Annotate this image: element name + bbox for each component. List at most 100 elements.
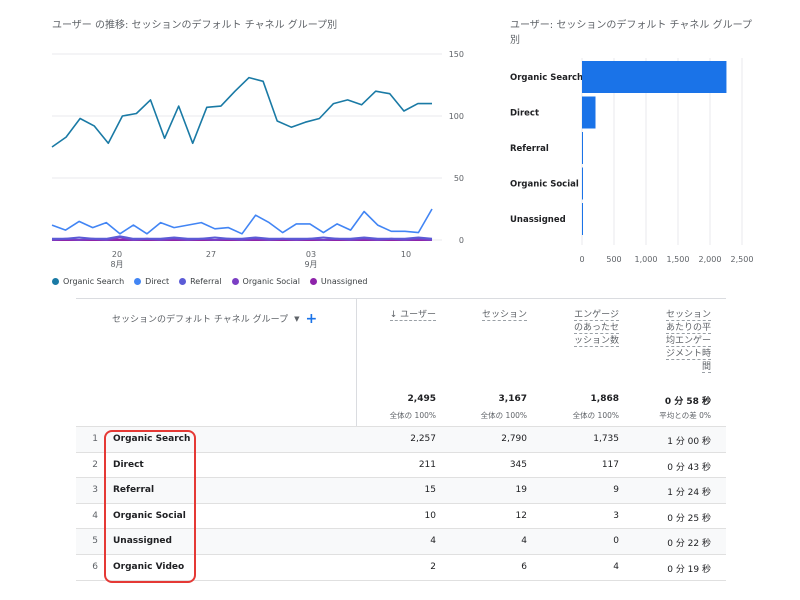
- bar-x-tick-label: 2,500: [731, 255, 754, 264]
- avg-engagement-time-value: 0 分 25 秒: [667, 513, 711, 524]
- legend-dot-icon: [52, 278, 59, 285]
- engaged-sessions-value: 117: [601, 459, 619, 470]
- bar-direct: [582, 96, 596, 129]
- total-subtext: 全体の 100%: [480, 411, 527, 420]
- metric-header[interactable]: セッション あたりの平 均エンゲー ジメント時間: [665, 309, 711, 374]
- x-tick-label: 03: [306, 250, 316, 259]
- users-value: 2,257: [410, 434, 436, 444]
- users-value: 15: [424, 485, 436, 496]
- engaged-sessions-value: 9: [613, 485, 619, 496]
- table-top-border: [76, 298, 726, 299]
- legend-item[interactable]: Direct: [134, 277, 169, 286]
- x-tick-label: 10: [401, 250, 411, 259]
- channel-name: Referral: [113, 485, 155, 496]
- metric-header-text: セッション: [665, 310, 711, 321]
- bar-category-label: Organic Social: [510, 180, 579, 190]
- metric-header-text: セッション: [481, 310, 527, 321]
- column-divider: [356, 298, 357, 426]
- legend-label: Referral: [190, 277, 222, 286]
- sessions-value: 4: [521, 536, 527, 547]
- table-bottom-border: [76, 580, 726, 581]
- caret-down-icon[interactable]: ▼: [294, 314, 300, 323]
- legend-dot-icon: [309, 278, 317, 285]
- legend-label: Organic Search: [63, 277, 125, 286]
- users-value: 2: [430, 562, 436, 572]
- users-value: 211: [418, 459, 436, 470]
- engaged-sessions-value: 0: [613, 536, 619, 547]
- x-tick-month: 9月: [304, 260, 317, 269]
- bar-x-tick-label: 500: [606, 255, 621, 264]
- legend-item[interactable]: Organic Search: [52, 277, 124, 286]
- metric-header[interactable]: エンゲージのあったセッション数: [573, 309, 619, 348]
- y-tick-label: 150: [449, 50, 464, 59]
- total-value: 2,495: [407, 394, 436, 404]
- channel-name: Unassigned: [113, 536, 172, 547]
- engaged-sessions-value: 4: [613, 562, 619, 572]
- series-line-organic-social: [51, 236, 433, 241]
- table-row[interactable]: 3 Referral 15 19 9 1 分 24 秒: [76, 477, 726, 504]
- y-tick-label: 100: [449, 112, 464, 121]
- x-tick-label: 27: [206, 250, 216, 259]
- series-line-referral: [52, 235, 433, 240]
- metric-header-text: ↓ ユーザー: [389, 310, 436, 321]
- avg-engagement-time-value: 0 分 43 秒: [667, 462, 711, 473]
- legend-label: Unassigned: [320, 277, 368, 286]
- bar-category-label: Referral: [510, 144, 549, 154]
- row-index: 2: [92, 459, 98, 470]
- row-index: 3: [92, 485, 98, 496]
- table-row[interactable]: 4 Organic Social 10 12 3 0 分 25 秒: [76, 502, 726, 529]
- legend-item[interactable]: Referral: [179, 277, 222, 286]
- row-index: 5: [92, 536, 98, 547]
- metric-header-text: ッション数: [573, 336, 619, 347]
- bar-chart-title: ユーザー: セッションのデフォルト チャネル グループ 別: [510, 18, 760, 48]
- legend-dot-icon: [231, 278, 239, 285]
- table-row[interactable]: 5 Unassigned 4 4 0 0 分 22 秒: [76, 528, 726, 555]
- channel-name: Organic Video: [113, 562, 185, 572]
- legend-item[interactable]: Organic Social: [231, 277, 300, 286]
- sessions-value: 12: [515, 510, 527, 521]
- y-tick-label: 50: [454, 174, 464, 183]
- legend-dot-icon: [179, 278, 187, 285]
- table-row[interactable]: 6 Organic Video 2 6 4 0 分 19 秒: [76, 554, 726, 580]
- bar-chart: Organic Search Direct Referral Organic Soci…: [510, 58, 754, 264]
- sessions-value: 345: [509, 459, 527, 470]
- total-value: 1,868: [590, 394, 619, 404]
- legend-dot-icon: [134, 278, 142, 285]
- sessions-value: 19: [515, 485, 527, 496]
- legend-label: Organic Social: [242, 277, 300, 286]
- sessions-value: 6: [521, 562, 527, 572]
- x-tick-label: 20: [112, 250, 122, 259]
- bar-chart-title-line2: 別: [510, 35, 520, 46]
- channel-name: Direct: [113, 459, 144, 470]
- engaged-sessions-value: 3: [613, 510, 619, 521]
- row-index: 4: [92, 510, 98, 521]
- total-subtext: 全体の 100%: [572, 411, 619, 420]
- metric-header-text: 均エンゲー: [665, 336, 711, 347]
- legend-label: Direct: [145, 277, 170, 286]
- metric-header[interactable]: セッション: [481, 309, 527, 322]
- bar-chart-title-line1: ユーザー: セッションのデフォルト チャネル グループ: [510, 20, 753, 31]
- bar-x-tick-label: 1,500: [667, 255, 690, 264]
- avg-engagement-time-value: 0 分 22 秒: [667, 539, 711, 550]
- add-dimension-icon[interactable]: +: [305, 310, 318, 327]
- metric-header-text: のあったセ: [573, 323, 619, 334]
- bar-referral: [582, 132, 583, 164]
- metric-header[interactable]: ↓ ユーザー: [389, 309, 436, 322]
- channel-name: Organic Search: [113, 434, 191, 444]
- bar-x-tick-label: 1,000: [635, 255, 658, 264]
- bar-unassigned: [582, 203, 583, 235]
- metric-header-text: ジメント時: [665, 349, 711, 360]
- legend-item[interactable]: Unassigned: [309, 277, 368, 286]
- metric-header-text: エンゲージ: [574, 310, 619, 321]
- channel-name: Organic Social: [113, 510, 186, 521]
- x-tick-month: 8月: [110, 260, 123, 269]
- table-row[interactable]: 2 Direct 211 345 117 0 分 43 秒: [76, 451, 726, 478]
- metric-header-text: あたりの平: [665, 323, 711, 334]
- highlight-box: [104, 430, 196, 583]
- dimension-header[interactable]: セッションのデフォルト チャネル グループ ▼ +: [112, 310, 318, 327]
- bar-category-label: Unassigned: [510, 215, 566, 225]
- sessions-value: 2,790: [501, 434, 527, 444]
- total-value: 0 分 58 秒: [664, 397, 711, 407]
- total-subtext: 平均との差 0%: [659, 411, 711, 420]
